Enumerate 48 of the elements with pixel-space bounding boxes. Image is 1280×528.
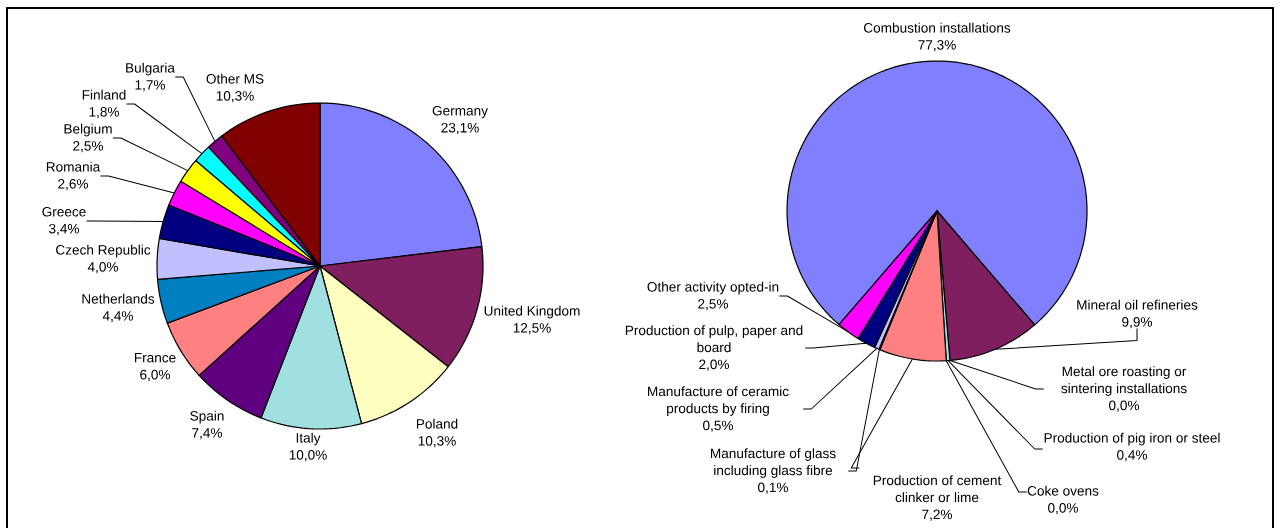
slice-label: Other activity opted-in (647, 281, 779, 295)
slice-label: Manufacture of ceramic products by firing (648, 386, 789, 416)
data-label: 0,1% (758, 482, 789, 494)
text: 0,0% (1109, 400, 1140, 412)
category-label: Metal ore roasting or sintering installations (1061, 366, 1187, 396)
data-label: 23,1% (441, 122, 479, 135)
data-label: 77,3% (918, 40, 956, 52)
data-label: 0,4% (1117, 450, 1148, 462)
slice-label: Poland (416, 418, 458, 429)
data-label: 3,4% (49, 223, 80, 236)
slice-label: Greece (42, 206, 86, 217)
data-label: 1,8% (89, 107, 120, 119)
slice-label: Czech Republic (56, 244, 151, 258)
slice-label: Other MS (206, 73, 264, 84)
slice-label: Bulgaria (126, 62, 175, 76)
data-label: 0,5% (703, 420, 734, 432)
slice-label: Combustion installations (864, 22, 1011, 33)
data-label: 7,4% (192, 428, 223, 440)
slice-label: Finland (82, 89, 126, 100)
data-label: 2,5% (73, 141, 104, 153)
slice-label: United Kingdom (484, 305, 580, 319)
data-label: 12,5% (513, 323, 551, 335)
slice-label: Production of pig iron or steel (1044, 432, 1220, 446)
slice-label: Germany (432, 105, 488, 119)
data-label: 9,9% (1122, 317, 1153, 329)
slice-label: Romania (46, 161, 101, 172)
slice-label: Spain (190, 410, 224, 424)
text: 0,0% (1048, 503, 1079, 515)
data-label: 7,2% (922, 509, 953, 521)
category-label: Coke ovens (1027, 485, 1099, 496)
data-label: 10,3% (418, 436, 456, 448)
slice-label: Production of cement clinker or lime (873, 475, 1002, 503)
data-label: 6,0% (140, 369, 171, 382)
data-label: 4,4% (102, 311, 134, 323)
slice-label: Netherlands (82, 293, 155, 304)
slice-label: Mineral oil refineries (1077, 299, 1198, 310)
slice-label: Manufacture of glass including glass fibre (711, 448, 836, 478)
data-label: 10,0% (289, 450, 327, 462)
data-label: 2,5% (698, 299, 729, 311)
data-label: 4,0% (87, 262, 119, 274)
slice-label: Production of pulp, paper and board (625, 325, 803, 353)
data-label: 2,6% (58, 179, 89, 191)
slice-label: France (134, 352, 176, 363)
data-label: 1,7% (135, 80, 166, 92)
data-label: 10,3% (216, 91, 254, 103)
slice-label: Italy (296, 432, 321, 446)
slice-label: Belgium (64, 123, 112, 137)
data-label: 2,0% (699, 359, 730, 371)
